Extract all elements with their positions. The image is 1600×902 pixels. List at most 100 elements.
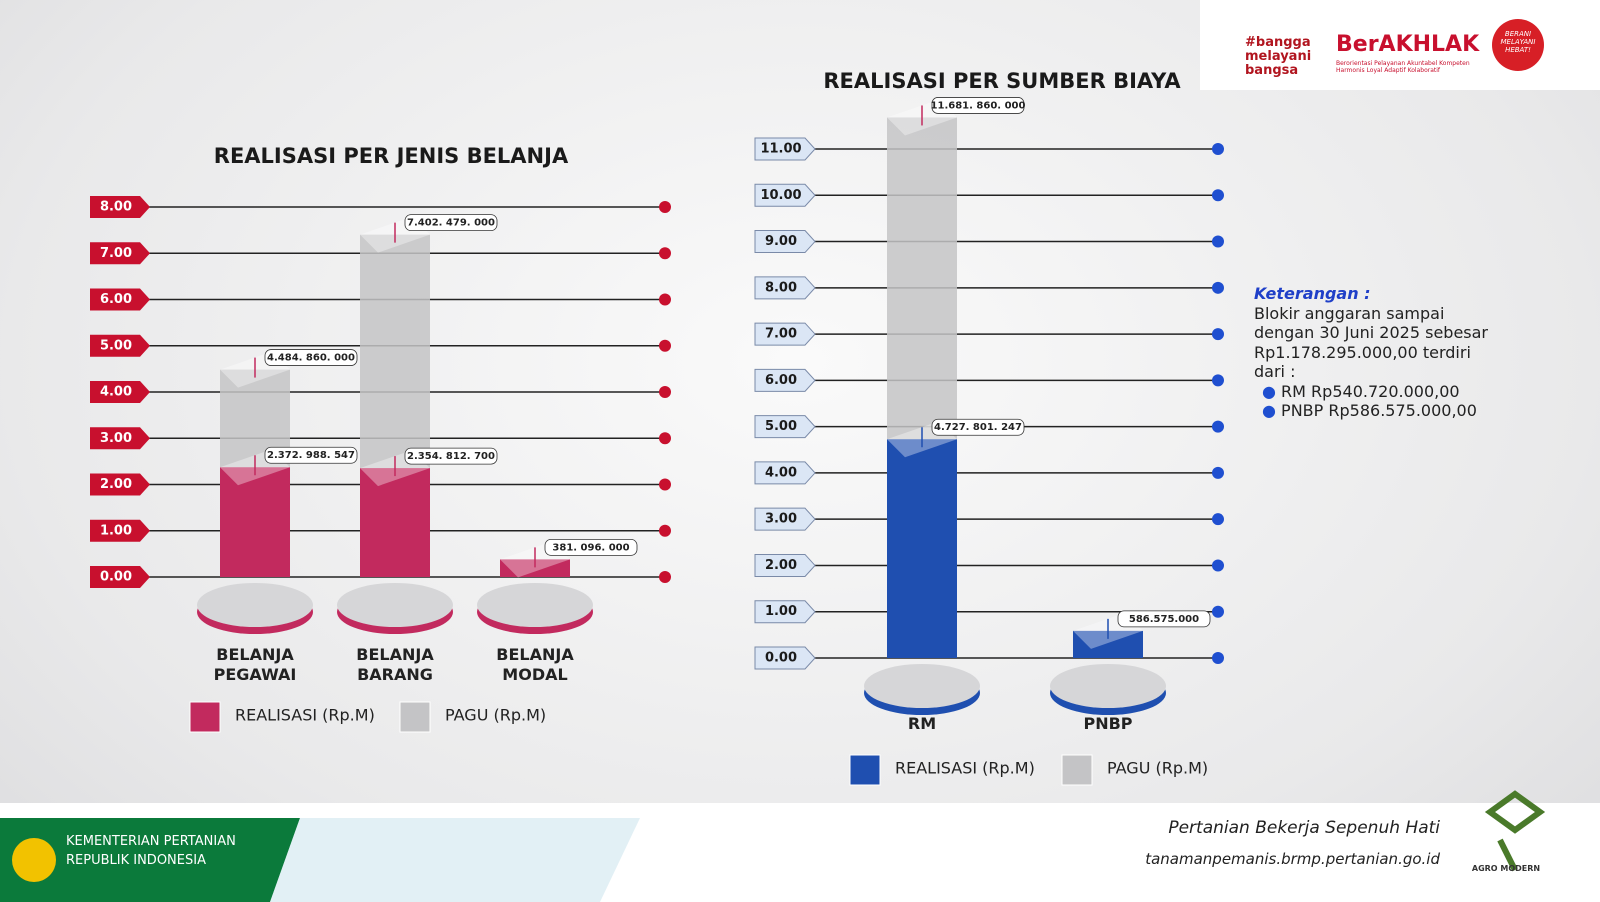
note-item: ● PNBP Rp586.575.000,00 bbox=[1262, 401, 1477, 420]
legend-swatch bbox=[1061, 754, 1093, 786]
grid-dot bbox=[659, 432, 671, 445]
x-tick-label: RM bbox=[907, 714, 937, 733]
legend-swatch bbox=[189, 701, 221, 733]
tick-flag bbox=[90, 381, 150, 403]
tick-flag bbox=[754, 461, 816, 485]
y-tick-label: 11.00 bbox=[760, 142, 801, 157]
note-item: ● RM Rp540.720.000,00 bbox=[1262, 381, 1460, 401]
bar bbox=[360, 468, 430, 577]
note-item-text: RM Rp540.720.000,00 bbox=[1281, 381, 1460, 401]
tick-flag bbox=[754, 230, 816, 254]
label-box bbox=[544, 538, 638, 556]
note: Keterangan : Blokir anggaran sampai deng… bbox=[1254, 284, 1504, 421]
value-label: 2.354. 812. 700 bbox=[407, 451, 495, 462]
label-box bbox=[931, 97, 1025, 114]
y-tick-label: 7.00 bbox=[765, 327, 797, 342]
value-label: 11.681. 860. 000 bbox=[931, 100, 1026, 111]
bar bbox=[500, 559, 570, 577]
legend-swatch bbox=[399, 701, 431, 733]
badge-logo bbox=[1492, 19, 1544, 71]
grid-dot bbox=[1212, 189, 1224, 202]
grid-dot bbox=[659, 339, 671, 352]
ministry-name: KEMENTERIAN PERTANIAN REPUBLIK INDONESIA bbox=[66, 834, 236, 868]
pedestal bbox=[864, 664, 980, 708]
grid-dot bbox=[659, 478, 671, 491]
tagline: #bangga melayani bangsa bbox=[1245, 35, 1312, 78]
chart-title: REALISASI PER JENIS BELANJA bbox=[214, 144, 569, 168]
url: tanamanpemanis.brmp.pertanian.go.id bbox=[1145, 850, 1440, 868]
grid-dot bbox=[1212, 328, 1224, 341]
grid-dot bbox=[1212, 466, 1224, 479]
y-tick-label: 1.00 bbox=[100, 523, 132, 538]
x-tick-label: BELANJA PEGAWAI bbox=[213, 645, 297, 684]
tick-flag bbox=[754, 415, 816, 439]
tick-flag bbox=[754, 183, 816, 207]
note-item-text: PNBP Rp586.575.000,00 bbox=[1281, 401, 1477, 420]
agro-logo bbox=[1484, 790, 1546, 872]
tick-flag bbox=[754, 322, 816, 346]
grid-dot bbox=[659, 524, 671, 537]
value-label: 4.727. 801. 247 bbox=[934, 422, 1022, 433]
label-box bbox=[264, 349, 358, 366]
brand-sub: Berorientasi Pelayanan Akuntabel Kompete… bbox=[1336, 60, 1470, 74]
tick-flag bbox=[90, 519, 150, 542]
y-tick-label: 0.00 bbox=[765, 651, 797, 666]
y-tick-label: 4.00 bbox=[765, 465, 797, 480]
grid-dot bbox=[1212, 559, 1224, 572]
tick-flag bbox=[90, 473, 150, 496]
grid-dot bbox=[1212, 235, 1224, 248]
tick-flag bbox=[90, 427, 150, 450]
x-tick-label: BELANJA BARANG bbox=[356, 645, 434, 684]
y-tick-label: 5.00 bbox=[100, 338, 132, 353]
label-box bbox=[404, 447, 498, 465]
y-tick-label: 0.00 bbox=[100, 570, 132, 585]
label-box bbox=[931, 418, 1025, 436]
tick-flag bbox=[90, 288, 150, 311]
tick-flag bbox=[754, 553, 816, 577]
footer-shape bbox=[270, 818, 640, 902]
grid-dot bbox=[1212, 374, 1224, 387]
grid-dot bbox=[659, 293, 671, 306]
tick-flag bbox=[754, 507, 816, 531]
legend-label: REALISASI (Rp.M) bbox=[235, 706, 375, 725]
tick-flag bbox=[90, 334, 150, 357]
motto: Pertanian Bekerja Sepenuh Hati bbox=[1168, 818, 1440, 838]
bar bbox=[887, 439, 957, 658]
y-tick-label: 2.00 bbox=[765, 558, 797, 573]
y-tick-label: 5.00 bbox=[765, 419, 797, 434]
x-tick-label: PNBP bbox=[1083, 714, 1133, 733]
legend-label: PAGU (Rp.M) bbox=[445, 706, 546, 725]
value-label: 2.372. 988. 547 bbox=[267, 450, 355, 461]
legend-label: PAGU (Rp.M) bbox=[1107, 759, 1208, 778]
grid-dot bbox=[1212, 420, 1224, 433]
y-tick-label: 3.00 bbox=[765, 512, 797, 527]
y-tick-label: 8.00 bbox=[100, 200, 132, 215]
label-box bbox=[404, 214, 498, 232]
grid-dot bbox=[1212, 513, 1224, 526]
x-tick-label: BELANJA MODAL bbox=[496, 645, 574, 684]
grid-dot bbox=[1212, 281, 1224, 294]
y-tick-label: 8.00 bbox=[765, 280, 797, 295]
agro-logo-text: AGRO MODERN bbox=[1471, 864, 1541, 873]
label-box bbox=[264, 446, 358, 464]
tick-flag bbox=[754, 646, 816, 670]
grid-dot bbox=[1212, 605, 1224, 618]
chart-title: REALISASI PER SUMBER BIAYA bbox=[823, 69, 1181, 93]
tick-flag bbox=[754, 276, 816, 300]
tick-flag bbox=[754, 368, 816, 392]
y-tick-label: 3.00 bbox=[100, 431, 132, 446]
y-tick-label: 10.00 bbox=[760, 188, 801, 203]
legend-swatch bbox=[849, 754, 881, 786]
y-tick-label: 6.00 bbox=[765, 373, 797, 388]
y-tick-label: 6.00 bbox=[100, 292, 132, 307]
legend-label: REALISASI (Rp.M) bbox=[895, 759, 1035, 778]
badge: BERANI MELAYANI HEBAT! bbox=[1500, 30, 1536, 54]
grid-dot bbox=[659, 247, 671, 260]
grid-dot bbox=[1212, 143, 1224, 155]
pedestal bbox=[337, 583, 453, 627]
y-tick-label: 4.00 bbox=[100, 385, 132, 400]
y-tick-label: 9.00 bbox=[765, 234, 797, 249]
pedestal bbox=[477, 583, 593, 627]
bar bbox=[220, 467, 290, 577]
